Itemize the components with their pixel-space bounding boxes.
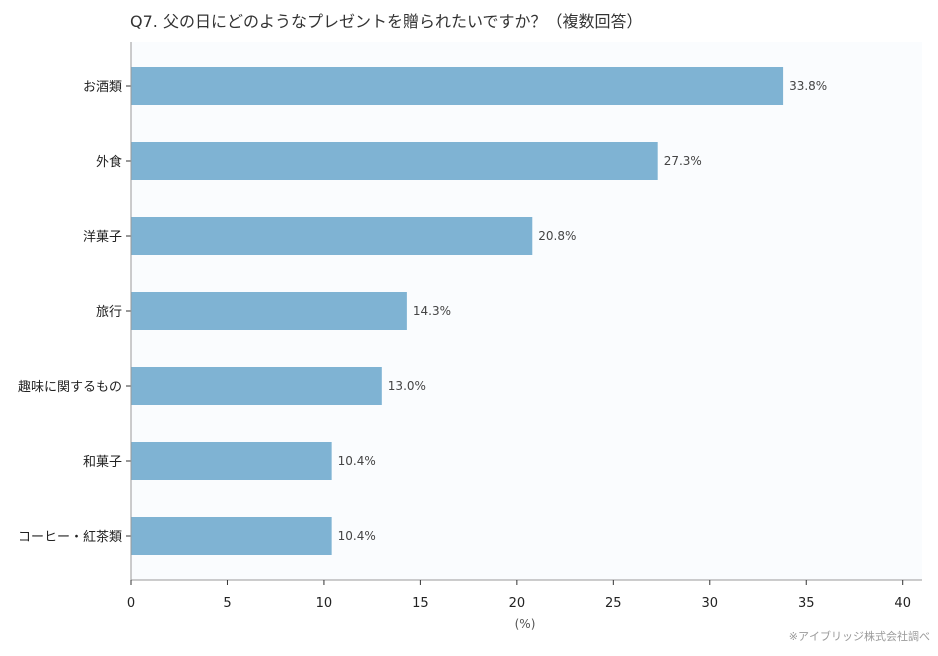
x-tick-label-0: 0 <box>127 596 135 611</box>
bars-group: 33.8% 27.3% 20.8% 14.3% 13.0% 10.4% 10.4% <box>131 67 827 555</box>
value-label-4: 13.0% <box>388 379 426 393</box>
category-label-1: 外食 <box>96 154 122 170</box>
bar-6 <box>131 517 332 555</box>
x-axis-label: (%) <box>514 617 536 631</box>
category-label-5: 和菓子 <box>83 455 122 470</box>
x-tick-label-3: 15 <box>412 596 429 611</box>
bar-2 <box>131 217 533 255</box>
category-label-4: 趣味に関するもの <box>18 380 122 395</box>
x-tick-label-2: 10 <box>316 596 333 611</box>
bar-5 <box>131 442 332 480</box>
category-label-3: 旅行 <box>96 305 122 320</box>
x-tick-label-7: 35 <box>798 596 815 611</box>
category-label-0: お酒類 <box>83 80 122 95</box>
value-label-2: 20.8% <box>538 229 576 243</box>
x-axis: 0 5 10 15 20 25 30 35 40 <box>127 579 922 611</box>
bar-3 <box>131 292 407 330</box>
value-label-3: 14.3% <box>413 304 451 318</box>
value-label-1: 27.3% <box>664 154 702 168</box>
bar-0 <box>131 67 784 105</box>
category-label-2: 洋菓子 <box>83 230 122 245</box>
chart-title: Q7. 父の日にどのようなプレゼントを贈られたいですか？（複数回答） <box>130 12 643 31</box>
bar-4 <box>131 367 382 405</box>
value-label-5: 10.4% <box>338 454 376 468</box>
value-label-6: 10.4% <box>338 529 376 543</box>
category-label-6: コーヒー・紅茶類 <box>18 529 122 545</box>
x-tick-label-4: 20 <box>509 596 526 611</box>
bar-1 <box>131 142 658 180</box>
x-tick-label-5: 25 <box>605 596 622 611</box>
value-label-0: 33.8% <box>789 79 827 93</box>
x-tick-label-8: 40 <box>894 596 911 611</box>
x-tick-label-6: 30 <box>702 596 719 611</box>
x-tick-label-1: 5 <box>223 596 231 611</box>
source-note: ※アイブリッジ株式会社調べ <box>788 630 930 643</box>
